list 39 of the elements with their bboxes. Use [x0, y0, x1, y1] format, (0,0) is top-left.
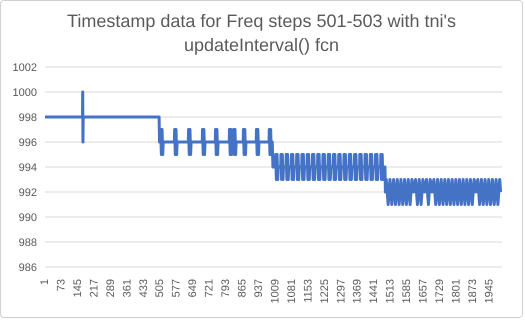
x-tick-label: 433 [138, 279, 150, 298]
x-tick-label: 1801 [450, 279, 463, 304]
y-tick-label: 990 [18, 212, 37, 224]
y-tick-label: 992 [18, 186, 37, 199]
y-tick-label: 986 [18, 262, 37, 274]
x-tick-label: 1873 [466, 279, 479, 304]
x-tick-label: 1225 [318, 279, 331, 304]
x-tick-label: 1369 [352, 279, 364, 304]
x-tick-label: 73 [55, 279, 68, 292]
x-tick-label: 1513 [384, 279, 397, 304]
x-tick-label: 145 [72, 279, 84, 298]
x-tick-label: 1945 [483, 279, 496, 304]
x-tick-label: 793 [220, 279, 232, 298]
x-tick-label: 1657 [418, 279, 430, 304]
y-tick-label: 1002 [12, 62, 37, 74]
x-tick-label: 1441 [368, 279, 380, 304]
x-tick-label: 505 [154, 279, 166, 298]
x-tick-label: 289 [104, 279, 117, 298]
x-tick-label: 217 [88, 279, 100, 298]
x-tick-label: 1 [39, 279, 51, 286]
x-tick-label: 721 [204, 279, 216, 298]
x-tick-label: 937 [252, 279, 265, 298]
x-tick-label: 1009 [269, 279, 282, 304]
x-tick-label: 649 [187, 279, 200, 298]
y-tick-label: 998 [18, 112, 37, 124]
x-tick-label: 1153 [302, 279, 314, 303]
x-tick-label: 865 [236, 279, 249, 298]
chart-title: Timestamp data for Freq steps 501-503 with tni's updateInterval() fcn [66, 10, 457, 57]
x-tick-label: 1585 [401, 279, 414, 304]
x-tick-label: 1729 [434, 279, 446, 304]
x-tick-label: 1081 [286, 279, 298, 304]
x-tick-label: 1297 [335, 279, 348, 304]
y-tick-label: 996 [18, 136, 37, 149]
x-tick-label: 577 [170, 279, 183, 298]
y-tick-label: 988 [18, 236, 37, 249]
y-tick-label: 1000 [12, 86, 37, 99]
y-tick-label: 994 [18, 162, 37, 174]
line-series [45, 90, 502, 206]
x-tick-label: 361 [121, 279, 134, 298]
